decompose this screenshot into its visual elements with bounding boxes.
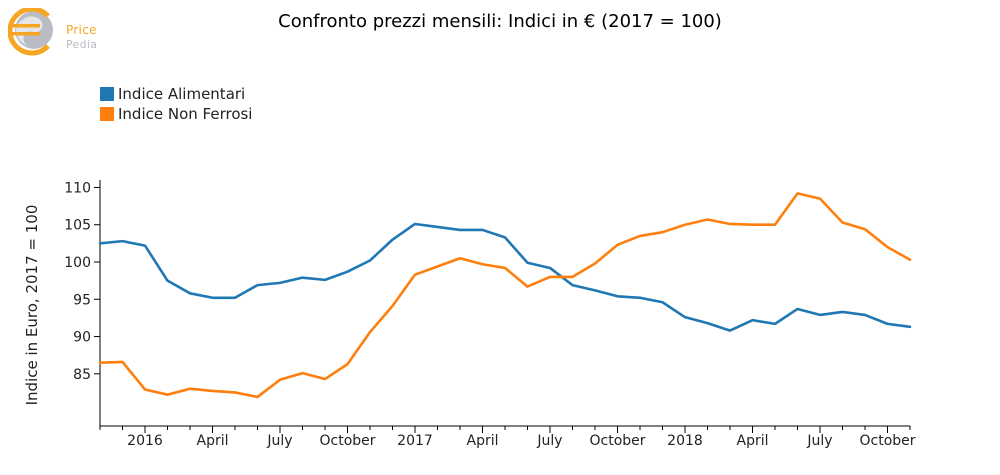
legend-label-non-ferrosi: Indice Non Ferrosi	[118, 105, 253, 123]
legend-item-non-ferrosi[interactable]: Indice Non Ferrosi	[100, 104, 252, 124]
x-tick-label: October	[859, 433, 915, 449]
x-tick-label: July	[536, 433, 562, 449]
x-tick-label: 2017	[397, 433, 433, 449]
x-tick-label: 2016	[127, 433, 163, 449]
series-line-alimentari	[98, 222, 912, 332]
legend-label-alimentari: Indice Alimentari	[118, 85, 246, 103]
legend-item-alimentari[interactable]: Indice Alimentari	[100, 84, 252, 104]
x-tick-label: April	[197, 433, 229, 449]
y-tick-label: 100	[64, 255, 91, 271]
x-tick-label: 2018	[667, 433, 703, 449]
y-tick-label: 95	[73, 292, 91, 308]
y-tick-label: 110	[64, 180, 91, 196]
x-tick-label: April	[737, 433, 769, 449]
chart-legend: Indice Alimentari Indice Non Ferrosi	[100, 84, 252, 124]
logo-text-price: Price	[66, 23, 97, 37]
x-tick-label: July	[266, 433, 292, 449]
y-tick-label: 90	[73, 330, 91, 346]
euro-globe-icon	[7, 6, 53, 56]
y-tick-label: 85	[73, 367, 91, 383]
chart-title: Confronto prezzi mensili: Indici in € (2…	[278, 11, 722, 32]
legend-swatch-alimentari	[100, 87, 114, 101]
x-tick-label: October	[589, 433, 645, 449]
x-tick-label: April	[467, 433, 499, 449]
logo-text-pedia: Pedia	[66, 38, 98, 51]
series-line-non-ferrosi	[98, 192, 912, 399]
x-tick-label: October	[319, 433, 375, 449]
x-tick-label: July	[806, 433, 832, 449]
legend-swatch-non-ferrosi	[100, 107, 114, 121]
pricepedia-logo: Price Pedia	[7, 6, 98, 56]
y-tick-label: 105	[64, 218, 91, 234]
